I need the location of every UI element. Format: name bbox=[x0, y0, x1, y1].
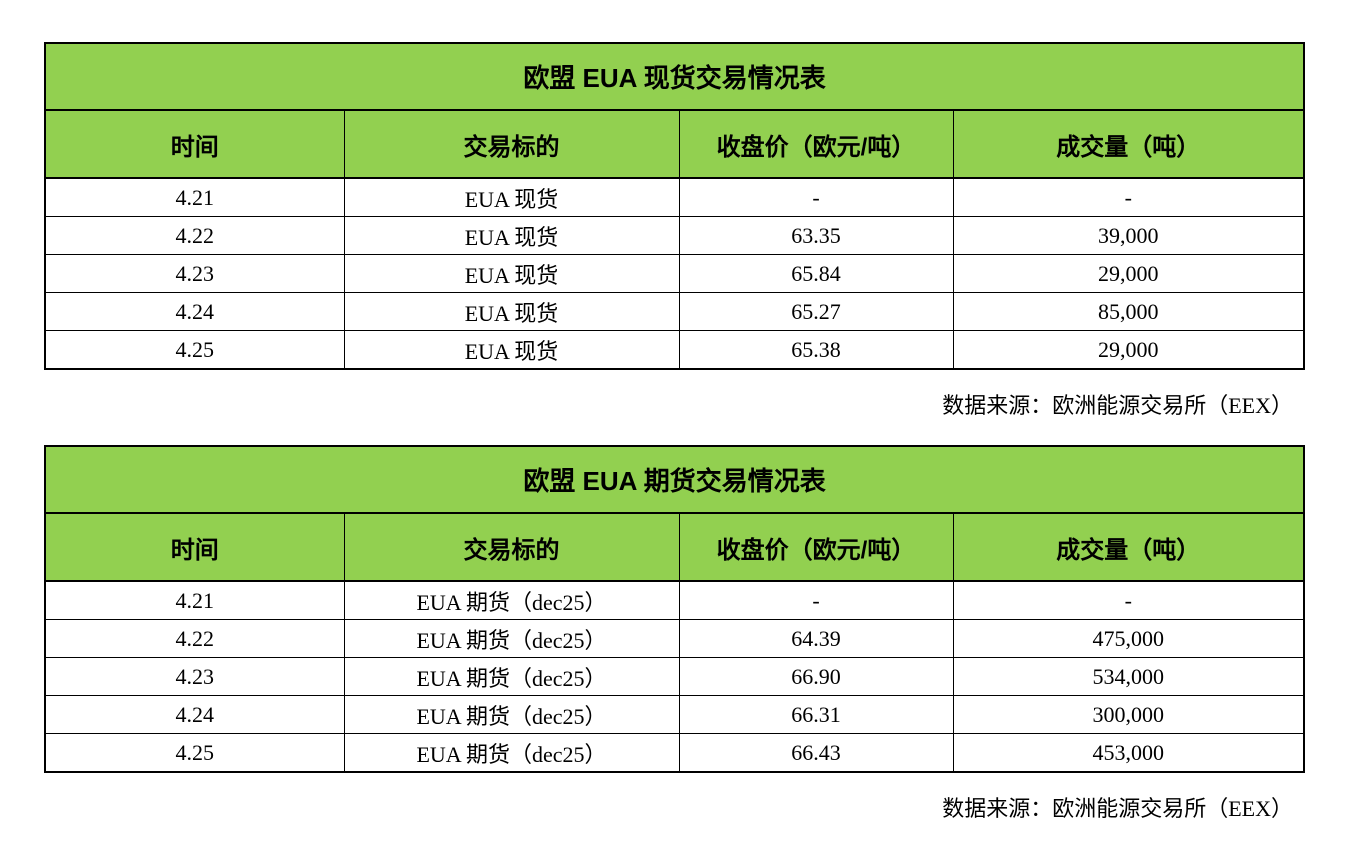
cell-time: 4.23 bbox=[44, 657, 345, 696]
cell-instrument: EUA 期货（dec25） bbox=[343, 695, 680, 734]
futures-col-header-instrument: 交易标的 bbox=[343, 512, 680, 582]
spot-trading-table: 欧盟 EUA 现货交易情况表 时间 交易标的 收盘价（欧元/吨） 成交量（吨） … bbox=[44, 42, 1306, 370]
cell-instrument: EUA 期货（dec25） bbox=[343, 619, 680, 658]
cell-time: 4.25 bbox=[44, 330, 345, 370]
cell-close-price: 63.35 bbox=[678, 216, 954, 255]
table-row: 4.21 EUA 现货 - - bbox=[44, 177, 1305, 217]
cell-instrument: EUA 期货（dec25） bbox=[343, 657, 680, 696]
cell-time: 4.22 bbox=[44, 216, 345, 255]
futures-trading-table: 欧盟 EUA 期货交易情况表 时间 交易标的 收盘价（欧元/吨） 成交量（吨） … bbox=[44, 445, 1306, 773]
cell-close-price: 64.39 bbox=[678, 619, 954, 658]
cell-instrument: EUA 现货 bbox=[343, 177, 680, 217]
spot-source-note: 数据来源：欧洲能源交易所（EEX） bbox=[942, 393, 1293, 418]
cell-close-price: 66.43 bbox=[678, 733, 954, 773]
table-row: 4.21 EUA 期货（dec25） - - bbox=[44, 580, 1305, 620]
cell-instrument: EUA 期货（dec25） bbox=[343, 733, 680, 773]
futures-col-header-time: 时间 bbox=[44, 512, 345, 582]
spot-col-header-time: 时间 bbox=[44, 109, 345, 179]
spot-table-title: 欧盟 EUA 现货交易情况表 bbox=[44, 42, 1305, 111]
cell-volume: - bbox=[952, 580, 1305, 620]
cell-volume: 475,000 bbox=[952, 619, 1305, 658]
cell-volume: 29,000 bbox=[952, 330, 1305, 370]
cell-instrument: EUA 现货 bbox=[343, 216, 680, 255]
table-row: 4.22 EUA 期货（dec25） 64.39 475,000 bbox=[44, 619, 1305, 658]
cell-close-price: 65.84 bbox=[678, 254, 954, 293]
cell-volume: - bbox=[952, 177, 1305, 217]
cell-close-price: 66.31 bbox=[678, 695, 954, 734]
table-row: 4.24 EUA 现货 65.27 85,000 bbox=[44, 292, 1305, 331]
cell-close-price: 66.90 bbox=[678, 657, 954, 696]
cell-volume: 453,000 bbox=[952, 733, 1305, 773]
spot-table-title-row: 欧盟 EUA 现货交易情况表 bbox=[44, 42, 1305, 111]
cell-close-price: - bbox=[678, 177, 954, 217]
cell-volume: 300,000 bbox=[952, 695, 1305, 734]
table-row: 4.24 EUA 期货（dec25） 66.31 300,000 bbox=[44, 695, 1305, 734]
table-row: 4.25 EUA 期货（dec25） 66.43 453,000 bbox=[44, 733, 1305, 773]
futures-table-title-row: 欧盟 EUA 期货交易情况表 bbox=[44, 445, 1305, 514]
spot-col-header-volume: 成交量（吨） bbox=[952, 109, 1305, 179]
cell-time: 4.21 bbox=[44, 177, 345, 217]
cell-time: 4.23 bbox=[44, 254, 345, 293]
cell-volume: 534,000 bbox=[952, 657, 1305, 696]
table-row: 4.22 EUA 现货 63.35 39,000 bbox=[44, 216, 1305, 255]
spot-table-header-row: 时间 交易标的 收盘价（欧元/吨） 成交量（吨） bbox=[44, 109, 1305, 179]
cell-time: 4.21 bbox=[44, 580, 345, 620]
futures-source-note: 数据来源：欧洲能源交易所（EEX） bbox=[942, 796, 1293, 821]
futures-col-header-close-price: 收盘价（欧元/吨） bbox=[678, 512, 954, 582]
futures-table-title: 欧盟 EUA 期货交易情况表 bbox=[44, 445, 1305, 514]
cell-close-price: 65.27 bbox=[678, 292, 954, 331]
futures-col-header-volume: 成交量（吨） bbox=[952, 512, 1305, 582]
cell-instrument: EUA 现货 bbox=[343, 254, 680, 293]
table-row: 4.23 EUA 现货 65.84 29,000 bbox=[44, 254, 1305, 293]
cell-instrument: EUA 现货 bbox=[343, 292, 680, 331]
cell-volume: 85,000 bbox=[952, 292, 1305, 331]
cell-time: 4.22 bbox=[44, 619, 345, 658]
cell-close-price: - bbox=[678, 580, 954, 620]
cell-volume: 39,000 bbox=[952, 216, 1305, 255]
cell-instrument: EUA 现货 bbox=[343, 330, 680, 370]
cell-close-price: 65.38 bbox=[678, 330, 954, 370]
table-row: 4.25 EUA 现货 65.38 29,000 bbox=[44, 330, 1305, 370]
cell-time: 4.25 bbox=[44, 733, 345, 773]
table-row: 4.23 EUA 期货（dec25） 66.90 534,000 bbox=[44, 657, 1305, 696]
spot-col-header-close-price: 收盘价（欧元/吨） bbox=[678, 109, 954, 179]
cell-volume: 29,000 bbox=[952, 254, 1305, 293]
cell-time: 4.24 bbox=[44, 695, 345, 734]
cell-time: 4.24 bbox=[44, 292, 345, 331]
futures-table-header-row: 时间 交易标的 收盘价（欧元/吨） 成交量（吨） bbox=[44, 512, 1305, 582]
spot-col-header-instrument: 交易标的 bbox=[343, 109, 680, 179]
cell-instrument: EUA 期货（dec25） bbox=[343, 580, 680, 620]
